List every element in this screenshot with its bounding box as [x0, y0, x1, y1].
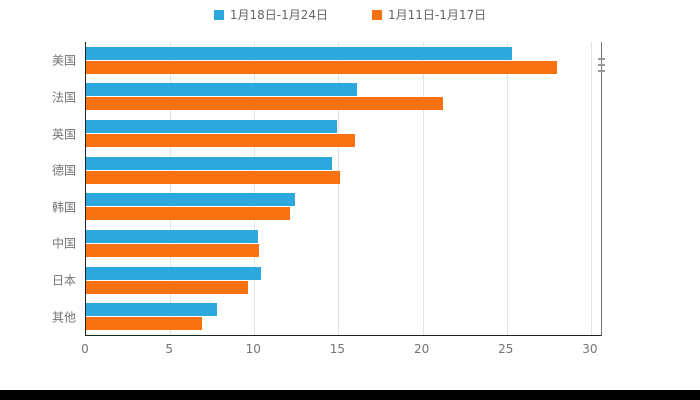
x-axis-tick-label: 25: [498, 342, 514, 356]
bar-current-week[interactable]: [86, 230, 258, 243]
axis-break-marks: [598, 64, 605, 66]
gridline: [338, 42, 339, 335]
gridline: [591, 42, 592, 335]
x-axis-tick-label: 5: [165, 342, 173, 356]
x-axis-tick-label: 0: [81, 342, 89, 356]
category-label: 美国: [51, 53, 76, 68]
x-axis-tick-label: 15: [329, 342, 346, 356]
plot-area: [85, 42, 605, 336]
chart-legend: 1月18日-1月24日 1月11日-1月17日: [0, 6, 700, 23]
bar-previous-week[interactable]: [86, 97, 443, 110]
bar-previous-week[interactable]: [86, 281, 248, 294]
category-label: 德国: [51, 163, 76, 178]
bar-previous-week[interactable]: [86, 317, 202, 330]
chart-canvas: 1月18日-1月24日 1月11日-1月17日 0 5 10 15 20 25 30 美国法国英…: [0, 0, 700, 390]
legend-label: 1月11日-1月17日: [388, 8, 487, 22]
bar-previous-week[interactable]: [86, 171, 340, 184]
legend-swatch-icon: [213, 9, 224, 20]
axis-break-marks: [598, 58, 605, 60]
bar-previous-week[interactable]: [86, 207, 290, 220]
bar-current-week[interactable]: [86, 47, 512, 60]
bar-current-week[interactable]: [86, 83, 357, 96]
bar-current-week[interactable]: [86, 157, 332, 170]
legend-swatch-icon: [372, 9, 382, 20]
gridline: [423, 42, 424, 335]
bar-previous-week[interactable]: [86, 244, 259, 257]
bar-current-week[interactable]: [86, 120, 337, 133]
gridline: [170, 42, 171, 335]
category-label: 法国: [51, 90, 76, 105]
gridline: [254, 42, 255, 335]
category-label: 其他: [51, 310, 76, 325]
bar-previous-week[interactable]: [86, 61, 557, 74]
bar-previous-week[interactable]: [86, 134, 355, 147]
x-axis-tick-label: 30: [582, 342, 598, 356]
legend-item-current-week[interactable]: 1月18日-1月24日: [213, 6, 328, 23]
gridline: [507, 42, 508, 335]
category-label: 韩国: [51, 200, 76, 215]
bar-current-week[interactable]: [86, 193, 295, 206]
x-axis-tick-label: 20: [413, 342, 430, 356]
bar-current-week[interactable]: [86, 303, 217, 316]
category-label: 中国: [51, 236, 76, 251]
category-label: 日本: [51, 273, 76, 288]
x-axis-tick-label: 10: [245, 342, 261, 356]
axis-break-marks: [598, 70, 605, 72]
bar-current-week[interactable]: [86, 267, 261, 280]
legend-label: 1月18日-1月24日: [229, 8, 328, 22]
category-label: 英国: [51, 127, 76, 142]
legend-item-previous-week[interactable]: 1月11日-1月17日: [372, 6, 486, 23]
